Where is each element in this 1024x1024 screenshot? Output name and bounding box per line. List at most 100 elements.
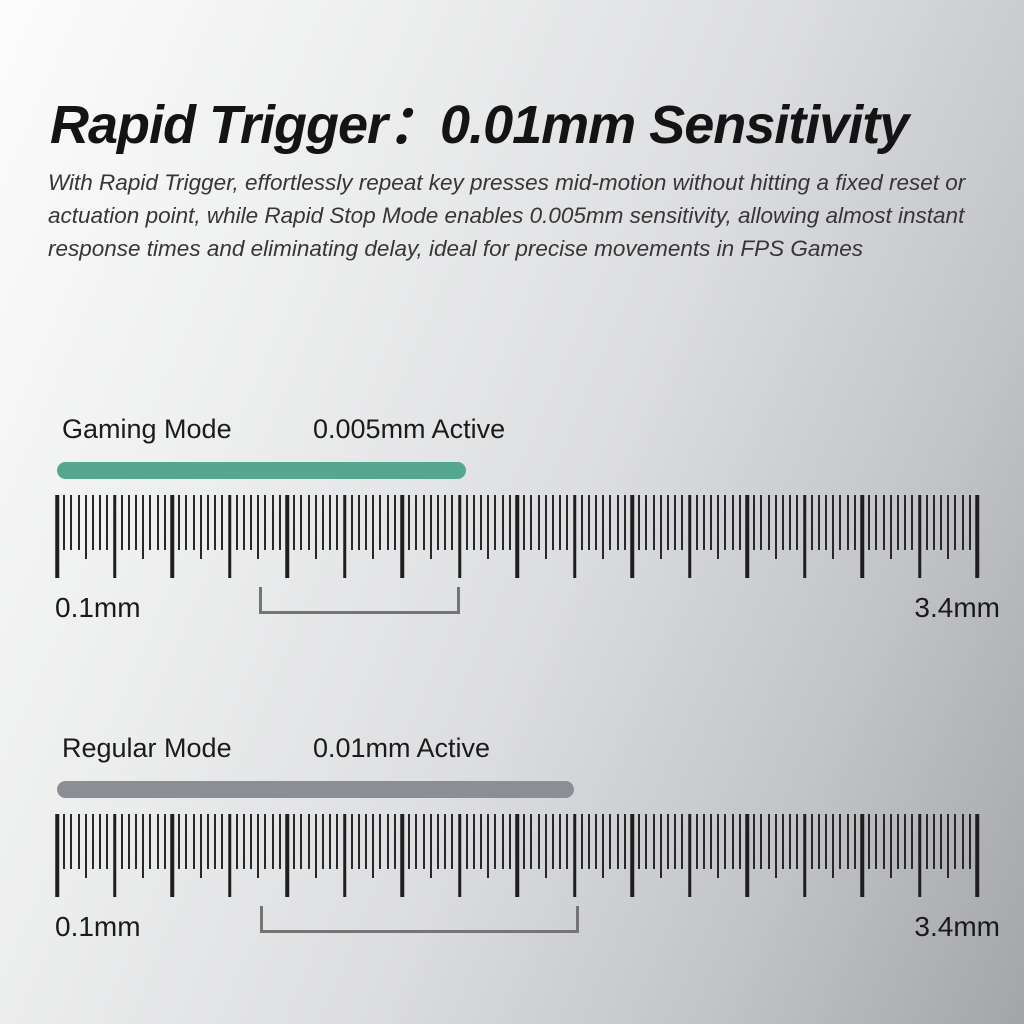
minor-tick bbox=[645, 814, 648, 869]
minor-tick bbox=[408, 814, 411, 869]
major-tick bbox=[227, 495, 232, 578]
minor-tick bbox=[868, 814, 871, 869]
minor-tick bbox=[451, 814, 454, 869]
minor-tick bbox=[508, 495, 511, 550]
minor-tick bbox=[559, 495, 562, 550]
minor-tick bbox=[724, 495, 727, 550]
major-tick bbox=[975, 814, 979, 897]
major-tick bbox=[515, 495, 519, 578]
mid-tick bbox=[429, 495, 432, 559]
minor-tick bbox=[365, 814, 368, 869]
minor-tick bbox=[882, 814, 885, 869]
mid-tick bbox=[832, 495, 835, 559]
minor-tick bbox=[415, 495, 418, 550]
mid-tick bbox=[717, 814, 720, 878]
minor-tick bbox=[436, 495, 439, 550]
minor-tick bbox=[120, 814, 123, 869]
active-range-bar bbox=[57, 462, 467, 479]
minor-tick bbox=[896, 814, 899, 869]
minor-tick bbox=[336, 495, 339, 550]
minor-tick bbox=[904, 495, 907, 550]
minor-tick bbox=[710, 495, 713, 550]
minor-tick bbox=[789, 495, 792, 550]
minor-tick bbox=[63, 495, 66, 550]
minor-tick bbox=[350, 814, 353, 869]
minor-tick bbox=[817, 814, 820, 869]
minor-tick bbox=[810, 814, 813, 869]
major-tick bbox=[860, 814, 864, 897]
minor-tick bbox=[710, 814, 713, 869]
minor-tick bbox=[357, 814, 360, 869]
minor-tick bbox=[264, 495, 267, 550]
minor-tick bbox=[242, 814, 245, 869]
minor-tick bbox=[868, 495, 871, 550]
minor-tick bbox=[120, 495, 123, 550]
major-tick bbox=[457, 814, 462, 897]
minor-tick bbox=[77, 495, 80, 550]
minor-tick bbox=[494, 495, 497, 550]
major-tick bbox=[285, 495, 289, 578]
minor-tick bbox=[537, 814, 540, 869]
minor-tick bbox=[839, 814, 842, 869]
minor-tick bbox=[250, 495, 253, 550]
minor-tick bbox=[99, 814, 102, 869]
minor-tick bbox=[300, 814, 303, 869]
mid-tick bbox=[659, 814, 662, 878]
minor-tick bbox=[681, 814, 684, 869]
gaming-mode-ruler: Gaming Mode 0.005mm Active 0.1mm 3.4mm bbox=[55, 414, 1000, 629]
mid-tick bbox=[142, 495, 145, 559]
minor-tick bbox=[925, 814, 928, 869]
major-tick bbox=[400, 495, 404, 578]
mid-tick bbox=[889, 495, 892, 559]
minor-tick bbox=[652, 495, 655, 550]
minor-tick bbox=[738, 495, 741, 550]
major-tick bbox=[400, 814, 404, 897]
major-tick bbox=[630, 495, 634, 578]
minor-tick bbox=[480, 495, 483, 550]
minor-tick bbox=[523, 814, 526, 869]
minor-tick bbox=[379, 814, 382, 869]
minor-tick bbox=[595, 495, 598, 550]
minor-tick bbox=[163, 814, 166, 869]
minor-tick bbox=[882, 495, 885, 550]
major-tick bbox=[515, 814, 519, 897]
mid-tick bbox=[774, 495, 777, 559]
mid-tick bbox=[314, 495, 317, 559]
minor-tick bbox=[444, 495, 447, 550]
minor-tick bbox=[472, 495, 475, 550]
major-tick bbox=[687, 814, 692, 897]
minor-tick bbox=[580, 814, 583, 869]
minor-tick bbox=[796, 495, 799, 550]
mid-tick bbox=[487, 495, 490, 559]
minor-tick bbox=[91, 495, 94, 550]
minor-tick bbox=[106, 495, 109, 550]
minor-tick bbox=[99, 495, 102, 550]
minor-tick bbox=[932, 495, 935, 550]
major-tick bbox=[285, 814, 289, 897]
major-tick bbox=[457, 495, 462, 578]
minor-tick bbox=[386, 495, 389, 550]
minor-tick bbox=[271, 495, 274, 550]
minor-tick bbox=[329, 495, 332, 550]
major-tick bbox=[572, 495, 577, 578]
description: With Rapid Trigger, effortlessly repeat … bbox=[48, 169, 966, 262]
minor-tick bbox=[853, 814, 856, 869]
minor-tick bbox=[702, 495, 705, 550]
major-tick bbox=[802, 814, 807, 897]
minor-tick bbox=[501, 814, 504, 869]
minor-tick bbox=[839, 495, 842, 550]
minor-tick bbox=[178, 814, 181, 869]
minor-tick bbox=[465, 814, 468, 869]
minor-tick bbox=[932, 814, 935, 869]
ruler-scale bbox=[55, 495, 979, 578]
major-tick bbox=[802, 495, 807, 578]
minor-tick bbox=[645, 495, 648, 550]
minor-tick bbox=[156, 495, 159, 550]
range-bracket bbox=[259, 587, 460, 614]
minor-tick bbox=[609, 814, 612, 869]
minor-tick bbox=[968, 814, 971, 869]
minor-tick bbox=[537, 495, 540, 550]
mid-tick bbox=[429, 814, 432, 878]
gaming-mode-labels: Gaming Mode 0.005mm Active bbox=[57, 414, 977, 448]
minor-tick bbox=[321, 495, 324, 550]
